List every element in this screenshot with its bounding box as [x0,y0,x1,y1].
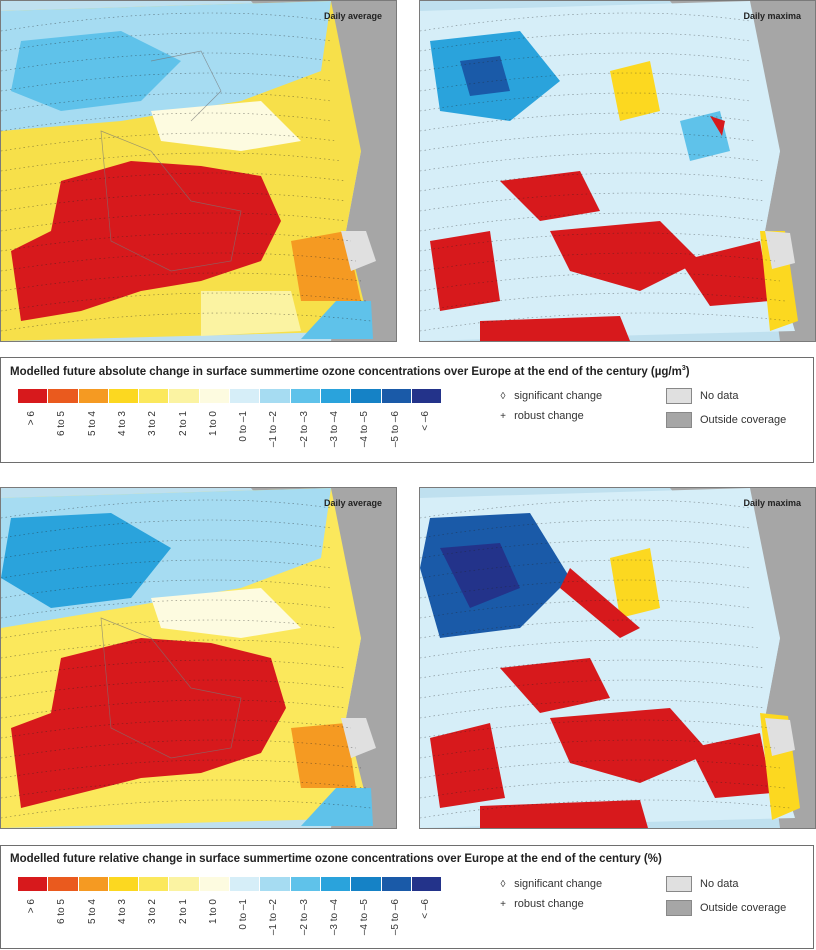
color-class-label: > 6 [26,899,37,914]
robust-change-symbol-bottom: + [500,899,506,910]
color-class-label: –1 to –2 [268,411,280,448]
color-class-label: 4 to 3 [116,899,128,925]
outside-coverage-swatch [666,412,692,428]
color-class-label: 3 to 2 [147,411,159,437]
color-class-label: 5 to 4 [86,411,98,437]
color-swatch [290,389,321,403]
color-class-label: 2 to 1 [177,899,189,925]
color-class-label: 0 to –1 [238,411,250,442]
color-swatch [351,389,382,403]
significant-change-symbol-bottom: ◊ [500,879,506,890]
legend-relative-change: Modelled future relative change in surfa… [0,845,814,949]
color-swatch [230,877,261,891]
color-class-label: –5 to –6 [389,899,401,936]
color-class-label: –2 to –3 [298,899,310,936]
color-class-label: 3 to 2 [147,899,159,925]
stippling-top-left [1,12,372,332]
ozone-map-bottom-left [1,488,396,828]
ozone-map-bottom-right [420,488,815,828]
color-swatch [411,877,443,891]
outside-coverage-swatch-bottom [666,900,692,916]
significant-change-key: ◊ significant change [495,390,603,402]
color-swatch [381,877,412,891]
color-class-label: 4 to 3 [116,411,128,437]
color-swatch [320,877,352,891]
significant-change-symbol: ◊ [500,391,506,402]
color-swatch [199,877,231,891]
color-swatch [139,389,170,403]
color-class-label: –4 to –5 [359,411,371,448]
color-class-label: < –6 [419,899,431,919]
color-swatch [381,389,412,403]
color-class-label: 0 to –1 [238,899,250,930]
color-scale-bottom [18,877,443,891]
color-class-label: 6 to 5 [56,411,68,437]
color-swatch [139,877,170,891]
ozone-map-top-right [420,1,815,341]
stippling-bottom-right [420,499,791,819]
color-class-label: –1 to –2 [268,899,280,936]
color-swatch [230,389,261,403]
map-panel-top-left: Daily average [0,0,397,342]
color-class-label: –4 to –5 [359,899,371,936]
panel-title-top-right: Daily maxima [743,11,801,21]
no-data-swatch-bottom [666,876,692,892]
color-swatch [260,389,291,403]
color-class-label: –5 to –6 [389,411,401,448]
color-class-label: –2 to –3 [298,411,310,448]
color-class-label: 2 to 1 [177,411,189,437]
color-class-label: 6 to 5 [56,899,68,925]
panel-title-bottom-right: Daily maxima [743,498,801,508]
color-swatch [260,877,291,891]
color-swatch [48,877,79,891]
outside-coverage-key-bottom: Outside coverage [666,900,786,916]
color-class-label: –3 to –4 [329,411,340,448]
color-swatch [199,389,231,403]
color-swatch [290,877,321,891]
color-swatch [108,389,140,403]
robust-change-key: + robust change [495,410,584,422]
robust-change-key-bottom: + robust change [495,898,584,910]
map-panel-top-right: Daily maxima [419,0,816,342]
legend-title-absolute: Modelled future absolute change in surfa… [10,365,690,378]
panel-title-top-left: Daily average [323,11,382,21]
map-panel-bottom-left: Daily average [0,487,397,829]
legend-absolute-change: Modelled future absolute change in surfa… [0,357,814,463]
color-swatch [108,877,140,891]
color-swatch [411,389,443,403]
color-class-label: > 6 [26,411,37,426]
stippling-top-right [420,12,791,332]
color-swatch [351,877,382,891]
map-panel-bottom-right: Daily maxima [419,487,816,829]
significant-change-key-bottom: ◊ significant change [495,878,603,890]
color-class-label: < –6 [419,411,431,431]
ozone-map-top-left [1,1,396,341]
robust-change-symbol: + [500,411,506,422]
color-swatch [18,389,49,403]
color-swatch [48,389,79,403]
color-swatch [169,389,200,403]
legend-title-relative: Modelled future relative change in surfa… [10,853,662,865]
no-data-key: No data [666,388,739,404]
color-swatch [78,877,109,891]
no-data-key-bottom: No data [666,876,739,892]
color-class-label: –3 to –4 [329,899,340,936]
color-swatch [18,877,49,891]
color-class-label: 1 to 0 [207,411,219,437]
color-swatch [169,877,200,891]
color-swatch [320,389,352,403]
color-scale-top [18,389,443,403]
color-swatch [78,389,109,403]
no-data-swatch [666,388,692,404]
outside-coverage-key: Outside coverage [666,412,786,428]
panel-title-bottom-left: Daily average [323,498,382,508]
stippling-bottom-left [1,499,372,819]
color-class-label: 1 to 0 [207,899,219,925]
color-class-label: 5 to 4 [86,899,98,925]
